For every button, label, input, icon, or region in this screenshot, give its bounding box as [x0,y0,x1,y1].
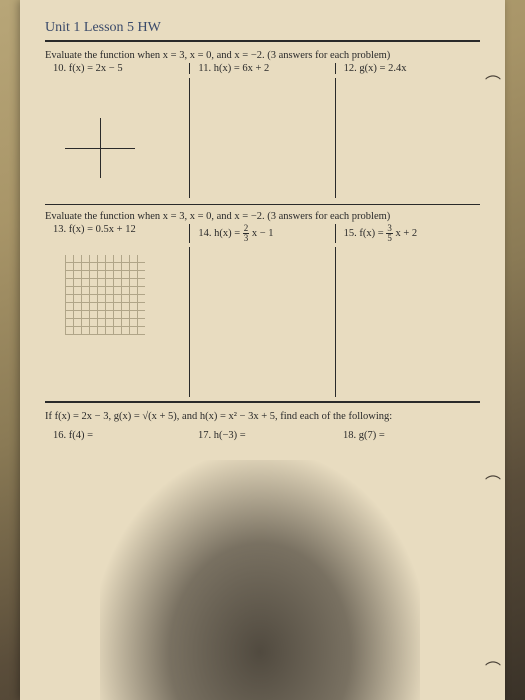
hand-shadow [100,460,420,700]
problem-num: 12. [344,63,357,74]
problem-num: 14. [198,228,211,239]
section2-work-area [45,247,480,397]
section2-divider [45,401,480,403]
problem-expr: h(x) = 6x + 2 [214,63,270,74]
problem-15: 15. f(x) = 35 x + 2 [335,224,480,243]
handwritten-title: Unit 1 Lesson 5 HW [45,20,480,36]
section1-work-area [45,78,480,198]
problem-expr: f(x) = 2x − 5 [69,63,123,74]
problem-expr: f(x) = 0.5x + 12 [69,224,136,235]
problem-17: 17. h(−3) = [190,430,335,441]
problem-expr: g(x) = 2.4x [359,63,406,74]
problem-10: 10. f(x) = 2x − 5 [45,63,189,74]
coordinate-axes-icon [65,118,135,178]
problem-18: 18. g(7) = [335,430,480,441]
section3-problems: 16. f(4) = 17. h(−3) = 18. g(7) = [45,430,480,441]
problem-16: 16. f(4) = [45,430,190,441]
problem-expr-pre: h(x) = [214,228,243,239]
section1-divider [45,204,480,205]
problem-14: 14. h(x) = 23 x − 1 [189,224,334,243]
page-curl-icon: ⌒ [485,656,501,680]
problem-11: 11. h(x) = 6x + 2 [189,63,334,74]
section2-problems: 13. f(x) = 0.5x + 12 14. h(x) = 23 x − 1… [45,224,480,243]
problem-expr-post: x − 1 [252,228,274,239]
problem-num: 15. [344,228,357,239]
worksheet-paper: Unit 1 Lesson 5 HW Evaluate the function… [20,0,505,700]
fraction-icon: 35 [386,224,393,243]
page-curl-icon: ⌒ [485,470,501,494]
section1-problems: 10. f(x) = 2x − 5 11. h(x) = 6x + 2 12. … [45,63,480,74]
grid-icon [65,255,145,335]
section2-header: Evaluate the function when x = 3, x = 0,… [45,211,480,222]
page-curl-icon: ⌒ [485,70,501,94]
section1-header: Evaluate the function when x = 3, x = 0,… [45,50,480,61]
problem-num: 10. [53,63,66,74]
title-divider [45,40,480,42]
problem-num: 11. [198,63,211,74]
problem-expr-pre: f(x) = [359,228,386,239]
problem-expr-post: x + 2 [395,228,417,239]
problem-13: 13. f(x) = 0.5x + 12 [45,224,189,243]
section3-header: If f(x) = 2x − 3, g(x) = √(x + 5), and h… [45,411,480,422]
problem-12: 12. g(x) = 2.4x [335,63,480,74]
fraction-icon: 23 [243,224,250,243]
problem-num: 13. [53,224,66,235]
